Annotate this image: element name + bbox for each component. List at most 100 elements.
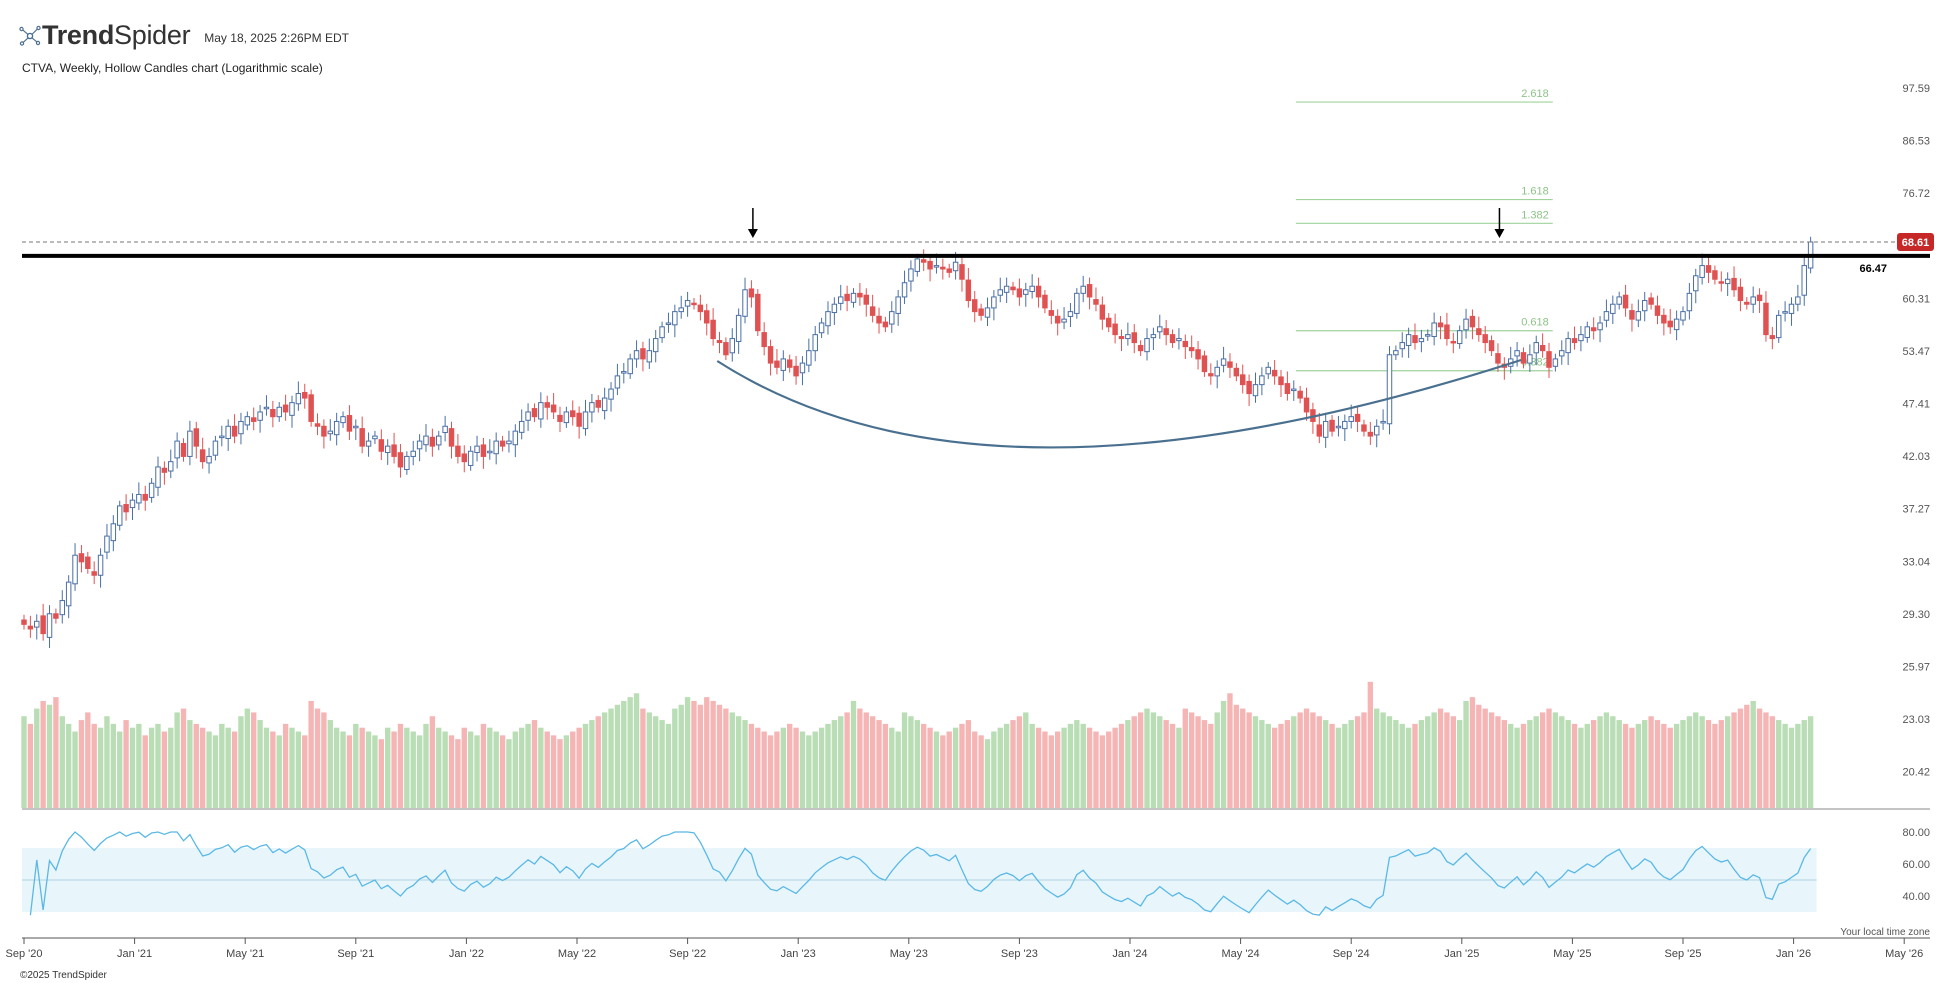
candle-body[interactable] [646,350,653,363]
candle-body[interactable] [1214,366,1220,377]
candle-body[interactable] [1641,300,1648,312]
candle-body[interactable] [1157,326,1163,333]
candle-body[interactable] [786,359,793,368]
candle-body[interactable] [1437,322,1444,328]
candle-body[interactable] [1539,344,1546,352]
candle-body[interactable] [869,306,876,316]
candle-body[interactable] [1239,374,1246,386]
candle-body[interactable] [614,375,621,389]
candle-body[interactable] [1629,310,1635,320]
candle-body[interactable] [550,404,557,413]
candle-body[interactable] [735,314,742,342]
candle-body[interactable] [46,613,53,638]
candle-body[interactable] [276,406,282,418]
candle-body[interactable] [838,296,844,304]
candle-body[interactable] [219,435,225,439]
candle-body[interactable] [1137,344,1144,352]
candle-body[interactable] [34,620,40,628]
rsi-line[interactable] [29,831,1812,916]
candle-body[interactable] [1769,335,1776,340]
candle-body[interactable] [1648,297,1654,305]
candle-body[interactable] [570,410,576,418]
candle-body[interactable] [168,461,174,472]
candle-body[interactable] [187,430,193,457]
candle-body[interactable] [1259,375,1265,386]
candle-body[interactable] [436,435,442,446]
candle-body[interactable] [91,571,97,576]
candle-body[interactable] [1393,350,1399,356]
candle-body[interactable] [512,430,519,446]
candle-body[interactable] [1125,334,1131,340]
candle-body[interactable] [1412,335,1418,344]
candle-body[interactable] [1373,425,1380,436]
candle-body[interactable] [557,414,563,422]
candle-body[interactable] [353,425,359,429]
candle-body[interactable] [1469,315,1476,328]
candle-body[interactable] [1450,340,1457,344]
candle-body[interactable] [1559,350,1565,357]
candle-body[interactable] [1329,419,1335,432]
candle-body[interactable] [889,311,895,325]
candle-body[interactable] [391,444,397,457]
candle-body[interactable] [857,292,863,298]
candle-body[interactable] [1724,278,1731,285]
candle-body[interactable] [1533,342,1539,354]
candle-body[interactable] [321,425,327,437]
candle-body[interactable] [1054,315,1061,324]
candle-body[interactable] [1208,373,1214,377]
candle-body[interactable] [397,452,404,468]
candle-body[interactable] [812,334,818,352]
candle-body[interactable] [1718,281,1725,284]
candle-body[interactable] [289,402,295,416]
candle-body[interactable] [1673,318,1680,331]
candle-body[interactable] [410,450,416,457]
candle-body[interactable] [844,293,850,302]
candle-body[interactable] [831,303,838,314]
candle-body[interactable] [863,294,869,305]
candle-body[interactable] [384,445,391,453]
candle-body[interactable] [442,425,448,434]
annotations[interactable]: 66.47 68.61 [22,208,1934,449]
candle-body[interactable] [984,307,991,318]
candle-body[interactable] [1597,322,1603,331]
candle-body[interactable] [1278,376,1284,386]
candle-body[interactable] [231,425,238,437]
candle-body[interactable] [1444,324,1450,340]
candle-body[interactable] [767,346,774,364]
candle-body[interactable] [1527,354,1533,364]
candle-body[interactable] [1622,294,1629,309]
candle-body[interactable] [1252,384,1259,397]
candle-body[interactable] [1565,338,1571,354]
candle-body[interactable] [621,371,627,374]
candle-body[interactable] [1731,277,1737,291]
candle-body[interactable] [1163,328,1169,336]
candle-body[interactable] [1635,311,1642,321]
candle-body[interactable] [799,362,806,374]
candle-body[interactable] [1246,380,1252,395]
candle-body[interactable] [206,455,212,464]
candle-body[interactable] [1680,311,1686,321]
candle-body[interactable] [755,293,761,332]
candle-body[interactable] [1169,334,1176,344]
candle-body[interactable] [1578,334,1584,342]
candle-body[interactable] [627,358,633,375]
candles[interactable] [21,236,1814,648]
candle-body[interactable] [1016,288,1023,298]
candle-body[interactable] [633,350,640,360]
candle-body[interactable] [1418,338,1425,343]
candle-body[interactable] [333,420,340,436]
candle-body[interactable] [142,493,148,501]
candle-body[interactable] [59,600,66,616]
candle-body[interactable] [295,393,302,405]
candle-body[interactable] [1661,314,1667,324]
candle-body[interactable] [908,268,914,282]
candle-body[interactable] [180,443,187,457]
candle-body[interactable] [1182,340,1189,348]
candle-body[interactable] [1335,425,1342,429]
candle-body[interactable] [1105,317,1112,328]
candle-body[interactable] [250,417,257,422]
candle-body[interactable] [914,258,921,272]
candle-body[interactable] [927,260,933,270]
candle-body[interactable] [302,391,308,399]
candle-body[interactable] [1029,285,1035,292]
